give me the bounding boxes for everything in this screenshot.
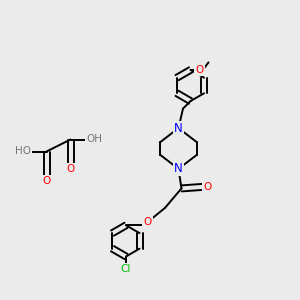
Text: O: O <box>195 65 204 75</box>
Text: O: O <box>42 176 51 186</box>
Text: N: N <box>174 162 183 176</box>
Text: HO: HO <box>15 146 31 157</box>
Text: Cl: Cl <box>121 264 131 274</box>
Text: N: N <box>174 122 183 135</box>
Text: O: O <box>203 182 212 192</box>
Text: O: O <box>66 164 75 174</box>
Text: OH: OH <box>86 134 102 145</box>
Text: O: O <box>143 217 152 227</box>
